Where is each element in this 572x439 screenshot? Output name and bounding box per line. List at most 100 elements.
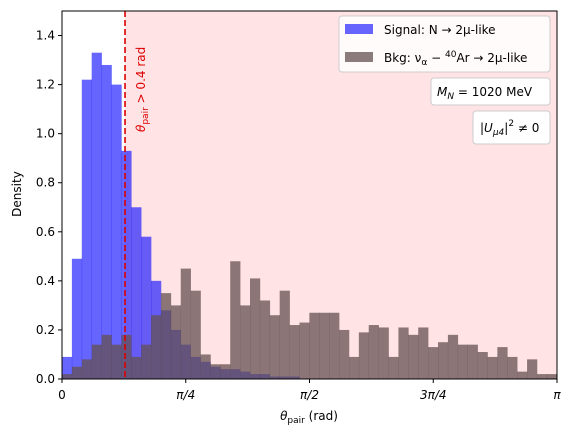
x-axis-label-sub: pair [287,416,305,426]
mixing-annotation: |Uμ4|2 ≠ 0 [472,110,551,145]
background-bar [131,356,142,379]
background-bar [309,312,320,379]
mass-annotation-text: MN = 1020 MeV [437,85,533,102]
y-tick-label: 0.6 [36,225,55,239]
signal-bar [81,79,92,380]
signal-bar [71,258,83,379]
bars-layer [62,52,558,380]
signal-bar [62,356,73,379]
legend: Signal: N → 2μ-like Bkg: να − 40Ar → 2μ-… [338,15,551,73]
background-bar [368,325,379,379]
background-bar [339,329,350,379]
background-bar [269,315,280,379]
background-bar [536,374,548,379]
mass-annotation-box [430,77,551,106]
background-bar [210,364,221,379]
signal-bar [131,207,142,379]
mixing-label-sup: 2 [508,119,514,129]
x-axis-label-unit: (rad) [305,409,338,423]
background-bar [141,344,152,379]
background-bar [388,356,399,379]
signal-bar [141,236,152,379]
background-bar [190,290,201,379]
background-bar [160,293,172,379]
background-bar [101,334,112,379]
background-bar [230,261,241,379]
background-bar [289,325,300,379]
mixing-annotation-box [472,110,551,145]
x-tick-label: π [553,388,561,402]
background-bar [240,305,251,379]
background-bar [111,344,122,379]
background-bar [250,278,261,379]
y-tick-label: 1.0 [36,127,55,141]
y-tick-label: 0.0 [36,372,55,386]
background-bar [319,312,330,379]
background-bar [517,371,528,379]
background-bar [527,359,538,379]
mixing-label-end: ≠ 0 [514,121,539,135]
background-bar [170,305,182,379]
mixing-label-main: |U [480,121,493,135]
legend-bkg-sup: 40 [445,50,457,60]
legend-swatch-background [345,52,373,62]
legend-bkg-sub: α [421,58,427,68]
legend-label-background: Bkg: να − 40Ar → 2μ-like [384,50,527,68]
y-tick-label: 0.2 [36,323,55,337]
x-tick-label: 3π/4 [420,388,447,402]
background-bar [457,344,468,379]
background-bar [378,327,389,379]
background-bar [497,347,508,379]
cut-label-sub: pair [141,107,151,125]
background-bar [546,374,558,379]
mass-label-sub: N [447,92,454,102]
background-bar [121,334,132,379]
signal-bar [91,52,102,379]
background-bar [348,356,360,379]
mass-annotation: MN = 1020 MeV [430,77,551,106]
mixing-annotation-text: |Uμ4|2 ≠ 0 [480,119,539,138]
y-tick-label: 1.4 [36,29,55,43]
mixing-label-tail: | [504,121,508,135]
background-bar [447,334,459,379]
background-bar [200,354,211,379]
background-bar [91,344,102,379]
x-tick-label: π/2 [300,388,319,402]
legend-box [338,15,551,73]
background-bar [299,322,310,379]
background-bar [477,352,488,379]
legend-bkg-mid: − [427,51,445,65]
x-tick-label: π/4 [176,388,195,402]
x-axis-label-main: θ [280,409,288,423]
mass-label-main: M [437,85,448,99]
cut-label-main: θ [134,124,148,132]
background-bar [62,374,73,379]
background-bar [279,290,290,379]
signal-bar [121,150,132,379]
background-bar [418,327,429,379]
y-axis-label: Density [10,171,24,217]
signal-bar [111,84,122,379]
legend-bkg-suffix: Ar → 2μ-like [456,51,527,65]
x-tick-label: 0 [58,388,66,402]
background-bar [408,334,419,379]
axis-ticks: 0 π/4 π/2 3π/4 π 0.0 0.2 0.4 0.6 0.8 1.0 1.2 1.4 [36,29,561,402]
background-bar [398,327,409,379]
mixing-label-sub: μ4 [492,128,505,138]
background-bar [81,359,92,379]
legend-swatch-signal [345,24,373,34]
cut-label: θpair > 0.4 rad [134,47,151,132]
y-tick-label: 0.8 [36,176,55,190]
background-bar [220,364,231,379]
cut-label-tail: > 0.4 rad [134,47,148,108]
legend-label-signal: Signal: N → 2μ-like [384,23,496,37]
background-bar [507,356,518,379]
mass-label-tail: = 1020 MeV [454,85,533,99]
background-bar [438,342,449,379]
background-bar [358,332,370,379]
background-bar [259,300,271,379]
x-axis-label: θpair (rad) [280,409,338,426]
background-bar [180,268,191,379]
background-bar [428,347,439,379]
